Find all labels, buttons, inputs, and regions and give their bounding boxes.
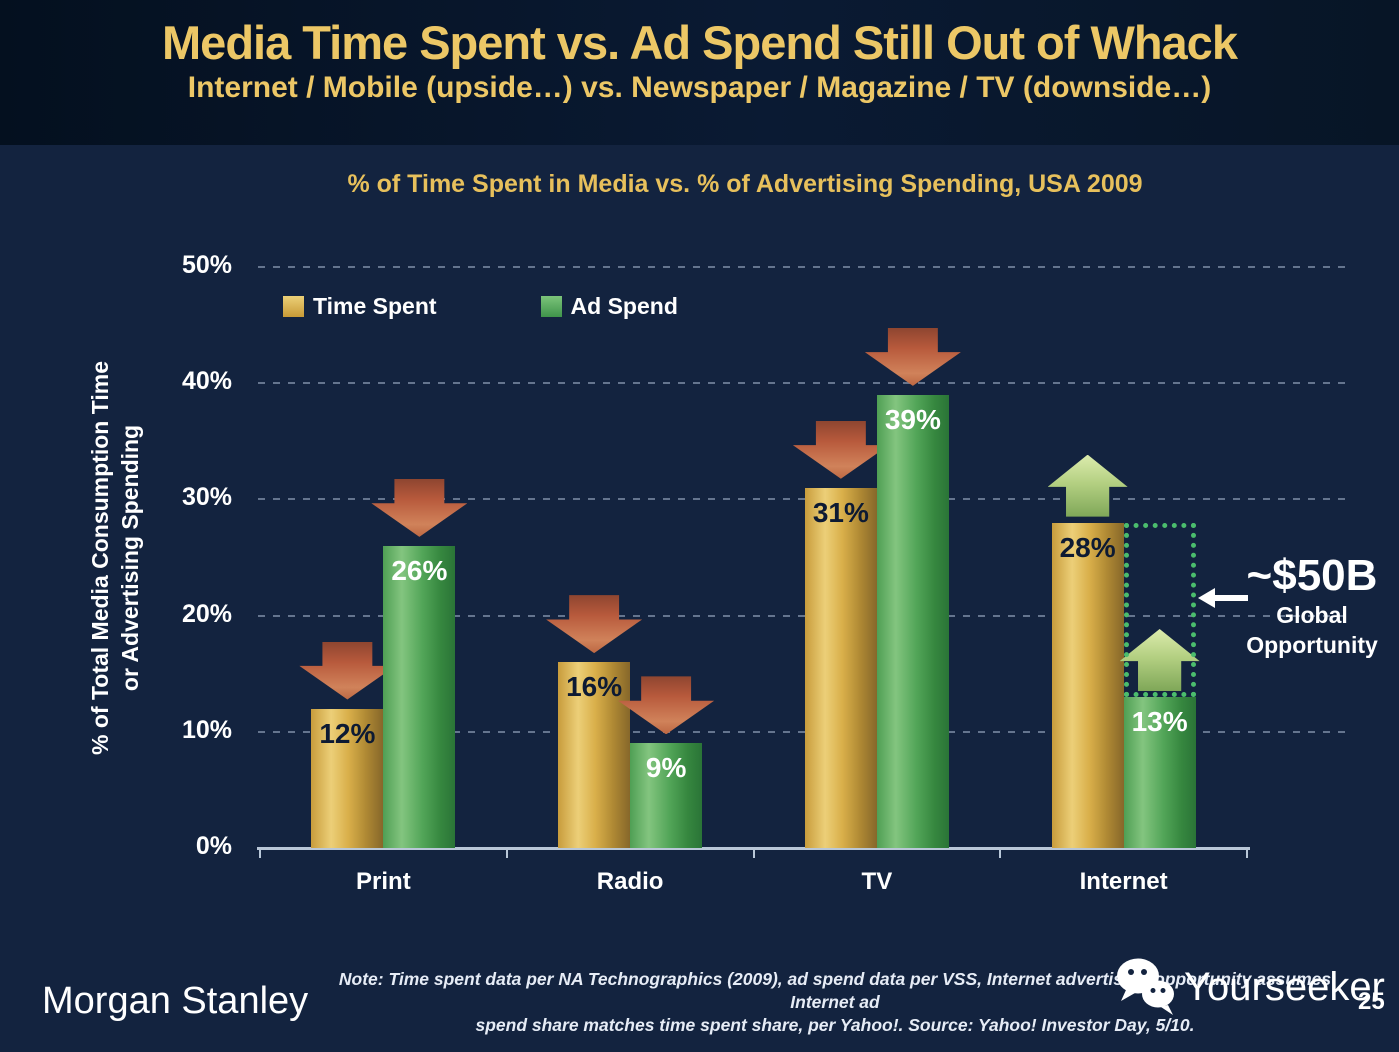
x-axis-category-label-internet: Internet xyxy=(1079,868,1168,895)
bar-radio-ad-spend xyxy=(630,743,703,848)
bar-value-label-radio-ad-spend: 9% xyxy=(645,752,687,784)
opportunity-line2: Opportunity xyxy=(1246,632,1378,658)
y-axis-tick-label: 30% xyxy=(181,483,232,512)
slide-header: Media Time Spent vs. Ad Spend Still Out … xyxy=(0,0,1399,145)
yourseeker-watermark: Yourseeker xyxy=(1112,956,1385,1018)
bar-print-ad-spend xyxy=(383,545,456,848)
morgan-stanley-logo: Morgan Stanley xyxy=(42,980,309,1022)
left-arrow-icon xyxy=(1198,588,1250,608)
x-axis-line xyxy=(257,847,1250,850)
bar-tv-time-spent xyxy=(804,487,877,848)
gridline-40% xyxy=(258,382,1345,385)
trend-down-arrow-icon xyxy=(371,478,468,537)
left-arrow-head xyxy=(1198,588,1215,608)
gridline-50% xyxy=(258,266,1345,268)
gridline-30% xyxy=(258,498,1345,501)
slide-title: Media Time Spent vs. Ad Spend Still Out … xyxy=(162,16,1238,69)
left-arrow-shaft xyxy=(1212,595,1248,601)
x-axis-tick xyxy=(505,849,508,858)
wechat-icon xyxy=(1117,958,1174,1015)
yourseeker-label: Yourseeker xyxy=(1184,964,1385,1009)
page-number: 25 xyxy=(1358,988,1385,1015)
trend-down-arrow-icon xyxy=(546,595,643,654)
x-axis-tick xyxy=(259,849,261,858)
legend-label-time-spent: Time Spent xyxy=(313,293,437,319)
trend-up-arrow-icon xyxy=(1047,454,1128,517)
bar-value-label-internet-ad-spend: 13% xyxy=(1131,705,1188,737)
chart-title: % of Time Spent in Media vs. % of Advert… xyxy=(347,170,1143,198)
bar-value-label-internet-time-spent: 28% xyxy=(1059,531,1116,563)
gridline-20% xyxy=(258,614,1345,617)
x-axis-tick xyxy=(752,849,755,858)
opportunity-annotation: ~$50B Global Opportunity xyxy=(1232,552,1392,660)
gridline-10% xyxy=(258,730,1345,733)
x-axis-category-label-radio: Radio xyxy=(596,868,664,895)
time-spent-swatch-icon xyxy=(283,296,304,317)
chart-legend: Time Spent Ad Spend xyxy=(283,293,678,320)
slide-subtitle: Internet / Mobile (upside…) vs. Newspape… xyxy=(187,71,1212,104)
legend-item-time-spent: Time Spent xyxy=(283,293,437,320)
bar-value-label-print-ad-spend: 26% xyxy=(391,554,448,586)
global-opportunity-box xyxy=(1123,522,1196,697)
x-axis-tick xyxy=(1246,849,1248,858)
bar-internet-ad-spend xyxy=(1123,696,1196,848)
trend-down-arrow-icon xyxy=(299,641,396,700)
bar-value-label-tv-ad-spend: 39% xyxy=(884,403,941,435)
bar-value-label-radio-time-spent: 16% xyxy=(566,671,623,703)
x-axis-category-label-print: Print xyxy=(356,868,411,895)
x-axis-tick xyxy=(999,849,1002,858)
bar-value-label-tv-time-spent: 31% xyxy=(812,496,869,528)
x-axis-category-label-tv: TV xyxy=(861,868,893,895)
source-note-line2: spend share matches time spent share, pe… xyxy=(475,1015,1195,1035)
y-axis-tick-label: 0% xyxy=(195,832,232,860)
y-axis-tick-label: 20% xyxy=(181,599,232,628)
trend-down-arrow-icon xyxy=(864,327,961,386)
source-note-line1: Note: Time spent data per NA Technograph… xyxy=(338,969,1332,1012)
ad-spend-swatch-icon xyxy=(540,296,562,317)
bar-radio-time-spent xyxy=(558,662,631,848)
opportunity-line1: Global xyxy=(1276,602,1348,628)
y-axis-tick-label: 40% xyxy=(181,367,232,396)
bar-tv-ad-spend xyxy=(876,394,949,848)
y-axis-tick-label: 50% xyxy=(181,251,232,279)
bar-value-label-print-time-spent: 12% xyxy=(319,717,376,749)
legend-item-ad-spend: Ad Spend xyxy=(540,293,678,320)
opportunity-value: ~$50B xyxy=(1246,551,1378,600)
y-axis-tick-label: 10% xyxy=(181,715,232,744)
bar-print-time-spent xyxy=(311,708,384,848)
source-note: Note: Time spent data per NA Technograph… xyxy=(318,968,1352,1037)
legend-label-ad-spend: Ad Spend xyxy=(570,293,678,319)
bar-internet-time-spent xyxy=(1051,522,1124,848)
